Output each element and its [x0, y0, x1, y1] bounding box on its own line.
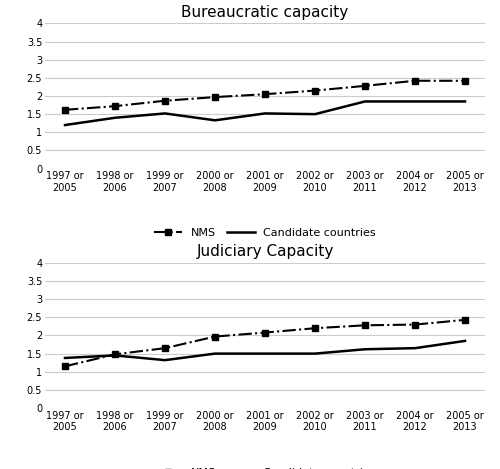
Candidate countries — [412, 345, 418, 351]
Candidate countries — [462, 98, 468, 104]
Candidate countries — [312, 111, 318, 117]
NMS — [312, 88, 318, 93]
Candidate countries — [362, 98, 368, 104]
NMS — [262, 91, 268, 97]
NMS — [412, 322, 418, 327]
Candidate countries — [262, 351, 268, 356]
NMS — [362, 323, 368, 328]
Candidate countries — [162, 357, 168, 363]
Candidate countries — [312, 351, 318, 356]
Candidate countries — [212, 351, 218, 356]
NMS — [312, 325, 318, 331]
Candidate countries — [412, 98, 418, 104]
Candidate countries — [212, 118, 218, 123]
NMS — [262, 330, 268, 335]
Line: NMS: NMS — [62, 78, 468, 113]
Title: Judiciary Capacity: Judiciary Capacity — [196, 244, 334, 259]
Line: Candidate countries: Candidate countries — [65, 341, 465, 360]
NMS — [162, 345, 168, 351]
Legend: NMS, Candidate countries: NMS, Candidate countries — [154, 468, 376, 469]
Candidate countries — [162, 111, 168, 116]
Title: Bureaucratic capacity: Bureaucratic capacity — [182, 5, 348, 20]
Candidate countries — [362, 347, 368, 352]
NMS — [62, 107, 68, 113]
Candidate countries — [62, 122, 68, 128]
NMS — [112, 352, 118, 357]
Candidate countries — [112, 353, 118, 358]
Legend: NMS, Candidate countries: NMS, Candidate countries — [154, 228, 376, 238]
NMS — [212, 334, 218, 340]
NMS — [162, 98, 168, 104]
Candidate countries — [462, 338, 468, 344]
NMS — [462, 78, 468, 83]
Line: NMS: NMS — [62, 317, 468, 369]
NMS — [62, 363, 68, 369]
NMS — [462, 317, 468, 323]
Candidate countries — [262, 111, 268, 116]
NMS — [412, 78, 418, 83]
NMS — [112, 103, 118, 109]
Candidate countries — [112, 115, 118, 121]
NMS — [362, 83, 368, 89]
Line: Candidate countries: Candidate countries — [65, 101, 465, 125]
Candidate countries — [62, 355, 68, 361]
NMS — [212, 94, 218, 100]
